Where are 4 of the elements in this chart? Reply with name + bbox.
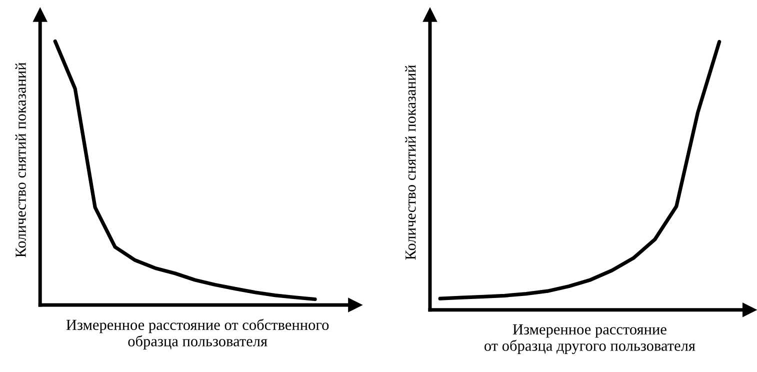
y-axis-title: Количество снятий показаний	[405, 64, 416, 260]
x-axis-title: Измеренное расстояние от образца другого пользователя	[484, 324, 696, 354]
y-axis-title: Количество снятий показаний	[15, 62, 26, 258]
x-axis-title: Измеренное расстояние от собственного образца пользователя	[66, 318, 329, 350]
